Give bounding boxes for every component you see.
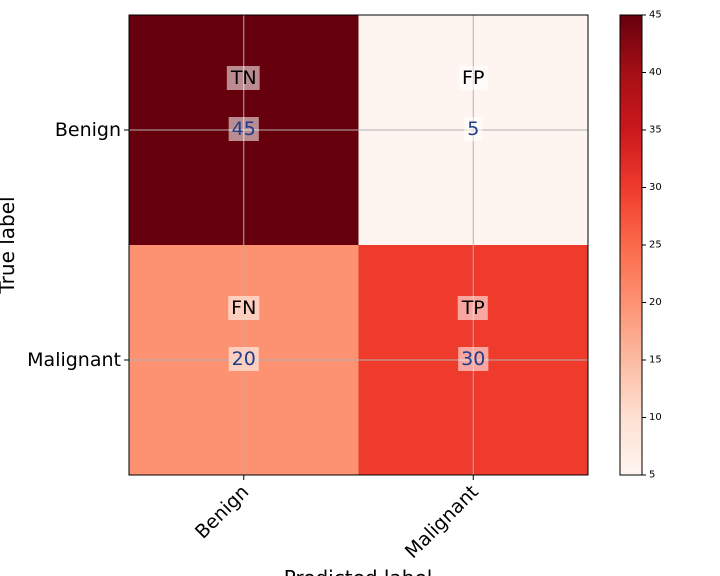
cell-value: 5 [467, 118, 479, 140]
y-tick-label: Benign [55, 119, 121, 141]
y-tick-label: Malignant [27, 349, 121, 371]
cell-value-group: 45 [228, 117, 259, 141]
cell-value-group: 30 [458, 347, 489, 371]
colorbar-tick-label: 20 [649, 297, 662, 308]
x-axis-label: Predicted label [284, 566, 433, 576]
cell-label-group: TP [457, 296, 488, 320]
colorbar-tick-label: 40 [649, 67, 662, 78]
cell-label-box [228, 296, 260, 320]
heatmap-cells [129, 15, 589, 476]
cell-label-group: FP [459, 66, 488, 90]
cell-annotations: TN 45 FP 5 FN 20 TP 30 [226, 66, 489, 371]
colorbar-tick-label: 5 [649, 470, 655, 481]
cell-value: 30 [461, 348, 485, 370]
colorbar-tick-label: 30 [649, 182, 662, 193]
cell-value-box [464, 117, 483, 141]
grid-lines [129, 15, 588, 475]
cell-label: FN [231, 297, 256, 319]
colorbar-gradient [619, 14, 643, 476]
colorbar: 5 10 15 20 25 30 35 40 45 [619, 10, 662, 481]
x-ticks: Benign Malignant [191, 475, 483, 563]
y-ticks: Benign Malignant [27, 119, 129, 371]
cell-value: 20 [232, 348, 256, 370]
colorbar-tick-label: 45 [649, 10, 662, 21]
colorbar-tick-label: 35 [649, 125, 662, 136]
plot-frame [128, 14, 589, 476]
cell-label: FP [462, 67, 484, 89]
x-tick-label: Malignant [401, 481, 483, 563]
cell-label-group: TN [226, 66, 260, 90]
cell-value-box [228, 117, 259, 141]
colorbar-tick-label: 10 [649, 412, 662, 423]
cell-label-box [459, 66, 488, 90]
cell-label-group: FN [228, 296, 260, 320]
colorbar-tick-label: 15 [649, 355, 662, 366]
x-tick-label: Benign [191, 481, 253, 543]
colorbar-ticks: 5 10 15 20 25 30 35 40 45 [642, 10, 662, 481]
colorbar-tick-label: 25 [649, 240, 662, 251]
cell-value-box [458, 347, 489, 371]
cell-value-group: 20 [228, 347, 259, 371]
cell-label: TN [230, 67, 257, 89]
cell-label-box [226, 66, 260, 90]
y-axis-label: True label [0, 196, 19, 294]
cell-value-group: 5 [464, 117, 483, 141]
cell-label: TP [461, 297, 485, 319]
cell-label-box [457, 296, 488, 320]
cell-value-box [228, 347, 259, 371]
cell-value: 45 [232, 118, 256, 140]
